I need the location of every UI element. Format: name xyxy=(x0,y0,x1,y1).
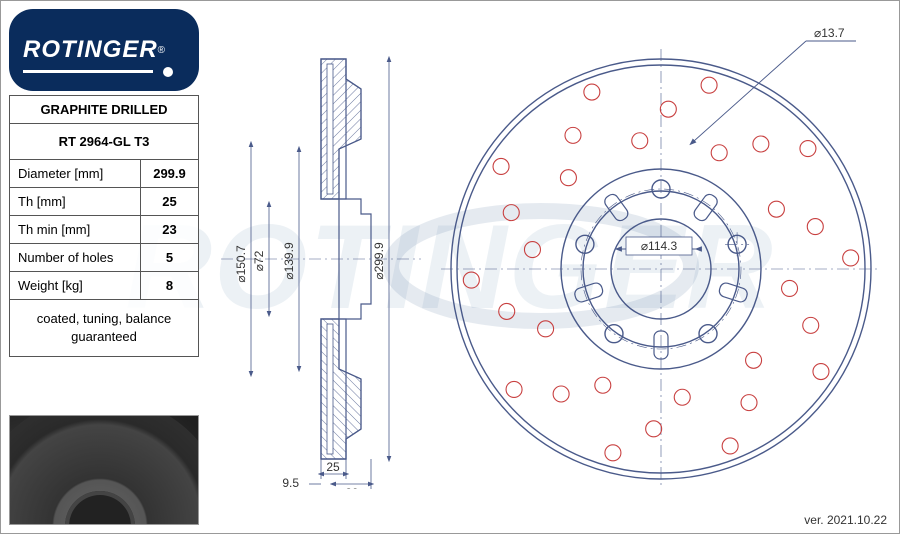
spec-value: 8 xyxy=(141,272,199,300)
drill-hole xyxy=(538,321,554,337)
dim-pcd: ⌀114.3 xyxy=(641,239,678,253)
side-section-view: ⌀150.7 ⌀72 ⌀139.9 ⌀299.9 25 9.5 39 xyxy=(221,29,421,489)
spec-value: 23 xyxy=(141,216,199,244)
spec-label: Diameter [mm] xyxy=(10,160,141,188)
drill-hole xyxy=(595,377,611,393)
drill-hole xyxy=(800,141,816,157)
pcd-callout: ⌀114.3 xyxy=(621,237,701,255)
drill-hole xyxy=(565,127,581,143)
drill-hole xyxy=(503,205,519,221)
spec-label: Th [mm] xyxy=(10,188,141,216)
drill-hole xyxy=(506,381,522,397)
logo-underline xyxy=(23,70,153,73)
drill-hole xyxy=(584,84,600,100)
drill-hole xyxy=(524,242,540,258)
dim-hole-dia: ⌀13.7 xyxy=(814,26,845,40)
drill-hole xyxy=(813,364,829,380)
left-panel: ROTINGER® GRAPHITE DRILLED RT 2964-GL T3… xyxy=(9,9,199,357)
dim-thickness: 25 xyxy=(326,460,340,474)
section-lower xyxy=(321,319,361,459)
relief-slot xyxy=(718,282,749,304)
drill-hole xyxy=(493,158,509,174)
drill-hole xyxy=(711,145,727,161)
relief-slot xyxy=(573,282,604,304)
drill-hole xyxy=(741,395,757,411)
spec-table: GRAPHITE DRILLED RT 2964-GL T3 Diameter … xyxy=(9,95,199,357)
drill-hole xyxy=(660,101,676,117)
logo-dot xyxy=(163,67,173,77)
hole-dia-callout: ⌀13.7 xyxy=(694,26,856,141)
spec-value: 25 xyxy=(141,188,199,216)
part-number: RT 2964-GL T3 xyxy=(10,124,199,160)
drill-hole xyxy=(782,280,798,296)
version-label: ver. 2021.10.22 xyxy=(804,513,887,527)
spec-label: Number of holes xyxy=(10,244,141,272)
spec-value: 299.9 xyxy=(141,160,199,188)
drill-hole xyxy=(674,389,690,405)
dim-hub-depth: 39 xyxy=(345,486,359,489)
drill-hole xyxy=(632,133,648,149)
section-upper xyxy=(321,59,361,199)
drill-hole xyxy=(807,219,823,235)
drill-hole xyxy=(463,272,479,288)
dim-d-outer: ⌀299.9 xyxy=(372,242,386,280)
registered-mark: ® xyxy=(158,45,165,56)
brand-name: ROTINGER xyxy=(23,36,158,64)
rotor-photo-center xyxy=(65,491,135,525)
drill-hole xyxy=(701,77,717,93)
dim-d-step: ⌀139.9 xyxy=(282,242,296,280)
spec-row: Number of holes5 xyxy=(10,244,199,272)
dim-d-bore: ⌀72 xyxy=(252,250,266,271)
dim-offset: 9.5 xyxy=(282,476,299,489)
notes: coated, tuning, balance guaranteed xyxy=(10,300,199,357)
drill-hole xyxy=(646,421,662,437)
spec-header: GRAPHITE DRILLED xyxy=(10,96,199,124)
drill-hole xyxy=(768,201,784,217)
spec-row: Diameter [mm]299.9 xyxy=(10,160,199,188)
dim-d-hub: ⌀150.7 xyxy=(234,245,248,283)
drill-hole xyxy=(746,352,762,368)
front-face-view: ⌀13.7 ⌀114.3 xyxy=(436,19,886,499)
drill-hole xyxy=(553,386,569,402)
brand-logo: ROTINGER® xyxy=(9,9,199,91)
spec-label: Th min [mm] xyxy=(10,216,141,244)
spec-label: Weight [kg] xyxy=(10,272,141,300)
drill-hole xyxy=(843,250,859,266)
drill-hole xyxy=(605,445,621,461)
rotor-photo-disc xyxy=(9,415,199,525)
drill-hole xyxy=(560,170,576,186)
drill-hole xyxy=(499,303,515,319)
spec-row: Th [mm]25 xyxy=(10,188,199,216)
spec-row: Th min [mm]23 xyxy=(10,216,199,244)
product-photo xyxy=(9,415,199,525)
relief-slot xyxy=(692,192,720,223)
technical-drawing: ⌀150.7 ⌀72 ⌀139.9 ⌀299.9 25 9.5 39 xyxy=(211,9,891,505)
spec-row: Weight [kg]8 xyxy=(10,272,199,300)
drill-hole xyxy=(753,136,769,152)
spec-value: 5 xyxy=(141,244,199,272)
drill-hole xyxy=(803,317,819,333)
drill-hole xyxy=(722,438,738,454)
